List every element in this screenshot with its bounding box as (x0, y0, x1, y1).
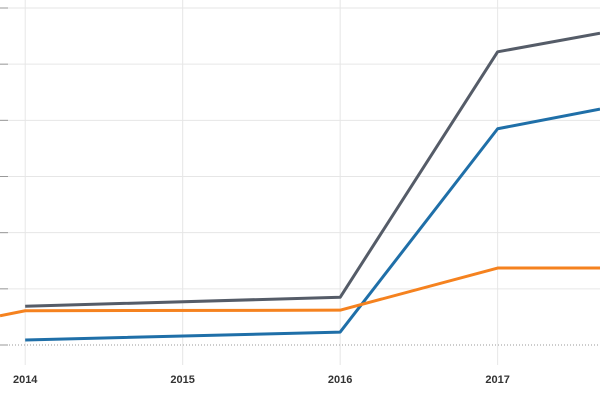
x-tick-label: 2014 (13, 374, 38, 386)
x-tick-label: 2017 (485, 374, 509, 386)
x-tick-label: 2015 (170, 374, 194, 386)
series-line (0, 266, 600, 318)
series-line (25, 107, 600, 342)
x-tick-label: 2016 (328, 374, 352, 386)
series-line (25, 31, 600, 308)
